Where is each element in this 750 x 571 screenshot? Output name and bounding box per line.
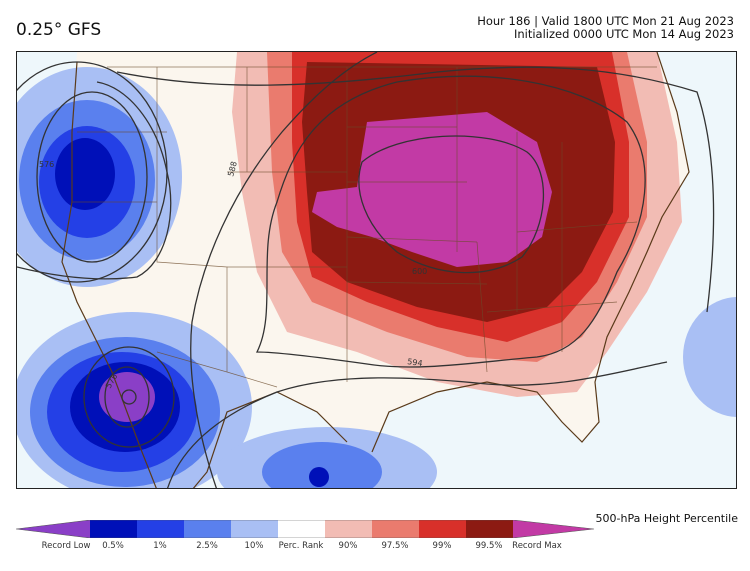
colorbar-label-perc-rank: Perc. Rank <box>278 541 324 551</box>
contour-sw-inner <box>104 366 150 428</box>
contour-594 <box>255 75 646 368</box>
colorbar-record-max <box>513 520 594 538</box>
init-time-line: Initialized 0000 UTC Mon 14 Aug 2023 <box>513 27 734 41</box>
colorbar-label-99-5: 99.5% <box>475 541 503 551</box>
colorbar-label-record-max: Record Max <box>512 541 562 551</box>
contour-600 <box>358 135 544 274</box>
map-panel: 576 588 600 594 576 <box>16 51 737 489</box>
contour-label-nw: 576 <box>39 160 54 169</box>
contour-south-outer <box>167 361 668 488</box>
contour-label-600: 600 <box>412 267 427 276</box>
colorbar-label-99: 99% <box>432 541 452 551</box>
colorbar-1 <box>137 520 184 538</box>
contour-label-588: 588 <box>226 160 239 177</box>
contour-sw-outer <box>83 346 175 448</box>
colorbar-10 <box>231 520 278 538</box>
colorbar-label-90: 90% <box>338 541 358 551</box>
colorbar-label-97-5: 97.5% <box>381 541 409 551</box>
baja-low-anomaly <box>217 427 437 488</box>
colorbar-99-5 <box>466 520 513 538</box>
valid-time-line: Hour 186 | Valid 1800 UTC Mon 21 Aug 202… <box>477 14 734 28</box>
coastlines <box>61 52 690 488</box>
contour-588 <box>190 52 378 488</box>
colorbar-record-low <box>16 520 90 538</box>
northwest-low-anomaly <box>17 67 182 287</box>
contour-576-south <box>17 81 172 280</box>
colorbar-label-1: 1% <box>153 541 167 551</box>
contour-north-outer <box>116 66 715 313</box>
contour-label-594: 594 <box>407 357 423 368</box>
colorbar-label-record-low: Record Low <box>41 541 91 551</box>
atlantic-low-anomaly <box>683 297 736 417</box>
percentile-map: 576 588 600 594 576 <box>17 52 736 488</box>
colorbar-outline <box>16 520 595 538</box>
colorbar-label-0-5: 0.5% <box>102 541 124 551</box>
colorbar-title: 500-hPa Height Percentile <box>595 512 738 525</box>
colorbar-neutral <box>278 520 325 538</box>
valid-time-info: Hour 186 | Valid 1800 UTC Mon 21 Aug 202… <box>477 15 734 41</box>
product-title: 0.25° GFS <box>16 20 102 40</box>
colorbar <box>16 520 595 538</box>
colorbar-97-5 <box>372 520 419 538</box>
colorbar-99 <box>419 520 466 538</box>
colorbar-0-5 <box>90 520 137 538</box>
colorbar-2-5 <box>184 520 231 538</box>
colorbar-label-10: 10% <box>244 541 264 551</box>
height-contours <box>17 52 715 488</box>
colorbar-90 <box>325 520 372 538</box>
contour-sw-core <box>121 389 137 405</box>
contour-nw-inner <box>36 91 148 263</box>
colorbar-label-2-5: 2.5% <box>196 541 218 551</box>
